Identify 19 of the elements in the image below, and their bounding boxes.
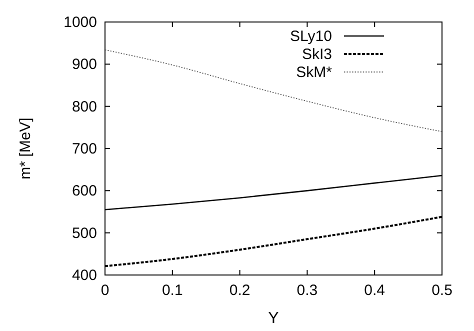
x-tick-label: 0.2: [229, 282, 250, 299]
y-tick-label: 400: [72, 267, 97, 284]
y-tick-label: 700: [72, 140, 97, 158]
y-tick-label: 500: [72, 224, 97, 242]
legend-label: SLy10: [290, 28, 332, 45]
x-tick-label: 0: [100, 282, 110, 299]
legend-label: SkI3: [302, 46, 332, 63]
legend-label: SkM*: [296, 64, 332, 81]
x-axis-title: Y: [268, 310, 280, 327]
line-series: [104, 49, 442, 132]
x-tick-label: 0.5: [432, 282, 452, 299]
x-tick-label: 0.1: [162, 282, 183, 299]
y-axis-title: m* [MeV]: [17, 118, 34, 180]
y-tick-label: 800: [72, 98, 97, 116]
x-tick-label: 0.3: [296, 282, 318, 299]
y-tick-label: 1000: [64, 14, 97, 31]
y-tick-label: 900: [72, 56, 97, 74]
x-tick-label: 0.4: [364, 282, 386, 299]
y-tick-label: 600: [72, 182, 97, 200]
